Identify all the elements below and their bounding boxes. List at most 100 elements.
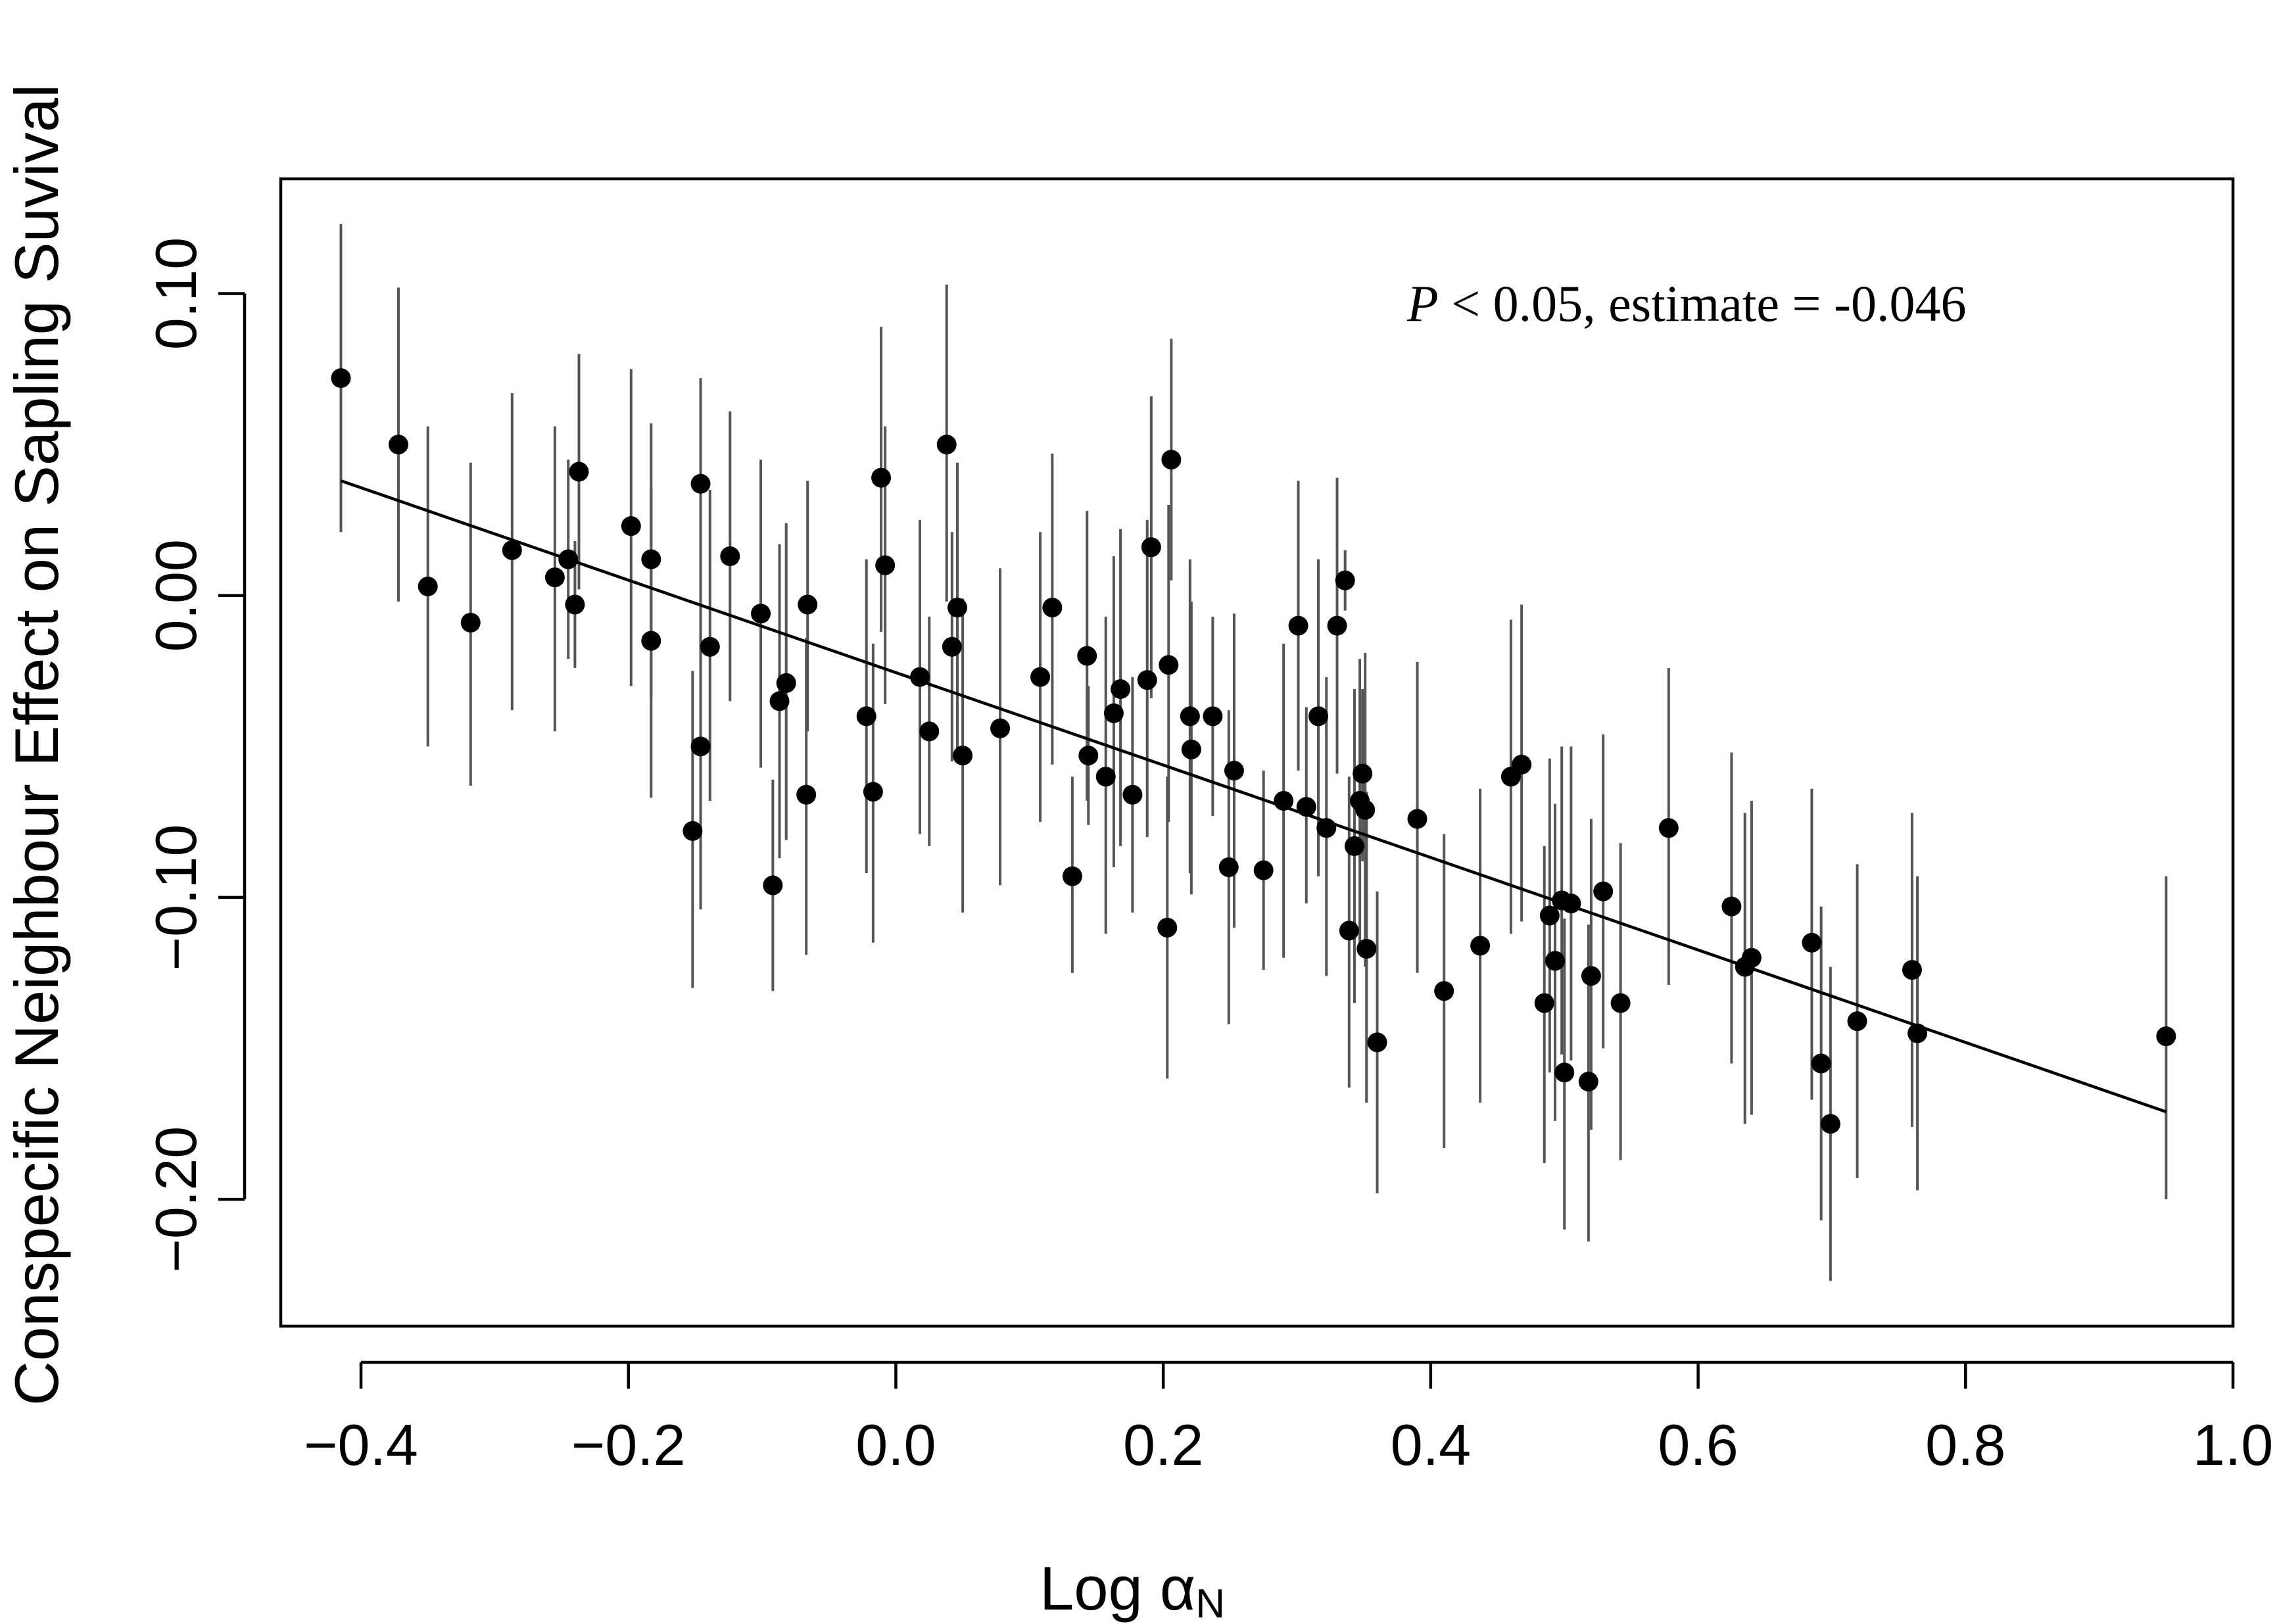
data-point xyxy=(871,467,892,488)
x-tick-label: −0.4 xyxy=(304,1412,418,1477)
data-point xyxy=(1355,800,1376,820)
data-point xyxy=(763,875,783,896)
error-bars xyxy=(339,224,2168,1281)
data-point xyxy=(1253,860,1274,880)
data-point xyxy=(1203,706,1223,727)
data-point xyxy=(1434,981,1454,1001)
data-point xyxy=(1356,938,1377,959)
data-point xyxy=(1902,960,1922,980)
data-point xyxy=(1111,679,1131,700)
data-point xyxy=(936,435,957,455)
data-point xyxy=(1316,818,1337,838)
data-point xyxy=(769,691,790,711)
data-point xyxy=(1095,767,1116,787)
regression-fit-line xyxy=(340,479,2167,1114)
data-point xyxy=(990,718,1011,738)
data-point xyxy=(690,736,711,757)
data-point xyxy=(418,576,438,596)
data-point xyxy=(910,667,930,687)
data-point xyxy=(569,462,589,482)
data-point xyxy=(1344,836,1364,856)
data-point xyxy=(1512,754,1532,775)
annotation-text: < 0.05, estimate = -0.046 xyxy=(1439,275,1967,332)
data-point xyxy=(1141,537,1161,558)
data-point xyxy=(1353,763,1373,784)
x-axis: −0.4 −0.2 0.0 0.2 0.4 0.6 0.8 1.0 xyxy=(304,1360,2273,1477)
data-point xyxy=(641,631,661,651)
x-tick-label: 1.0 xyxy=(2193,1412,2273,1477)
data-point xyxy=(1122,784,1143,805)
data-point xyxy=(1721,896,1742,917)
data-point xyxy=(1545,951,1565,971)
data-point xyxy=(1077,646,1097,666)
data-point xyxy=(1224,761,1244,781)
data-point xyxy=(1103,703,1124,723)
data-point xyxy=(863,782,883,802)
data-point xyxy=(1554,1063,1575,1083)
data-point xyxy=(388,435,408,455)
data-point xyxy=(621,516,641,537)
data-point xyxy=(1157,917,1178,938)
data-point xyxy=(1741,947,1762,968)
data-point xyxy=(1274,790,1294,811)
data-point xyxy=(502,540,522,560)
data-point xyxy=(1296,797,1316,817)
p-symbol: P xyxy=(1406,275,1439,332)
data-point xyxy=(919,721,940,742)
data-point xyxy=(796,784,817,805)
data-points xyxy=(331,368,2176,1134)
data-point xyxy=(1161,450,1182,470)
x-axis-label-subscript: N xyxy=(1195,1581,1225,1624)
data-point xyxy=(947,598,967,618)
data-point xyxy=(700,636,720,657)
data-point xyxy=(641,549,661,569)
data-point xyxy=(1030,667,1051,687)
data-point xyxy=(1610,993,1631,1013)
data-point xyxy=(1180,706,1200,727)
x-tick-label: −0.2 xyxy=(571,1412,686,1477)
x-tick-label: 0.4 xyxy=(1391,1412,1471,1477)
data-point xyxy=(1062,866,1082,886)
data-point xyxy=(1847,1011,1867,1032)
data-point xyxy=(1407,809,1427,829)
data-point xyxy=(1802,932,1822,953)
y-tick-label: −0.10 xyxy=(143,824,208,971)
data-point xyxy=(565,594,585,615)
data-point xyxy=(1327,615,1347,636)
data-point xyxy=(1042,598,1063,618)
data-point xyxy=(683,821,703,841)
data-point xyxy=(1159,655,1179,675)
data-point xyxy=(690,473,711,494)
data-point xyxy=(1581,966,1601,986)
data-point xyxy=(1470,936,1491,956)
y-tick-label: 0.10 xyxy=(143,237,208,350)
data-point xyxy=(460,613,481,633)
data-point xyxy=(1308,706,1329,727)
data-point xyxy=(1658,818,1679,838)
y-tick-label: 0.00 xyxy=(143,539,208,652)
data-point xyxy=(1078,746,1099,766)
y-axis-label: Conspecific Neighbour Effect on Sapling … xyxy=(2,84,71,1406)
data-point xyxy=(1181,739,1201,759)
data-point xyxy=(1288,615,1308,636)
data-point xyxy=(1811,1053,1831,1074)
data-point xyxy=(953,746,973,766)
data-point xyxy=(1218,857,1239,877)
significance-annotation: P < 0.05, estimate = -0.046 xyxy=(1406,275,1967,332)
data-point xyxy=(1339,920,1359,941)
data-point xyxy=(1335,570,1355,590)
y-axis: −0.20 −0.10 0.00 0.10 xyxy=(143,237,247,1272)
data-point xyxy=(544,567,565,588)
x-tick-label: 0.0 xyxy=(855,1412,936,1477)
data-point xyxy=(1907,1023,1928,1043)
data-point xyxy=(1561,894,1581,914)
data-point xyxy=(558,549,579,569)
data-point xyxy=(1137,670,1157,690)
data-point xyxy=(1578,1072,1598,1092)
data-point xyxy=(776,673,796,693)
data-point xyxy=(1367,1032,1387,1053)
data-point xyxy=(331,368,351,389)
data-point xyxy=(1539,905,1560,926)
x-tick-label: 0.8 xyxy=(1925,1412,2005,1477)
